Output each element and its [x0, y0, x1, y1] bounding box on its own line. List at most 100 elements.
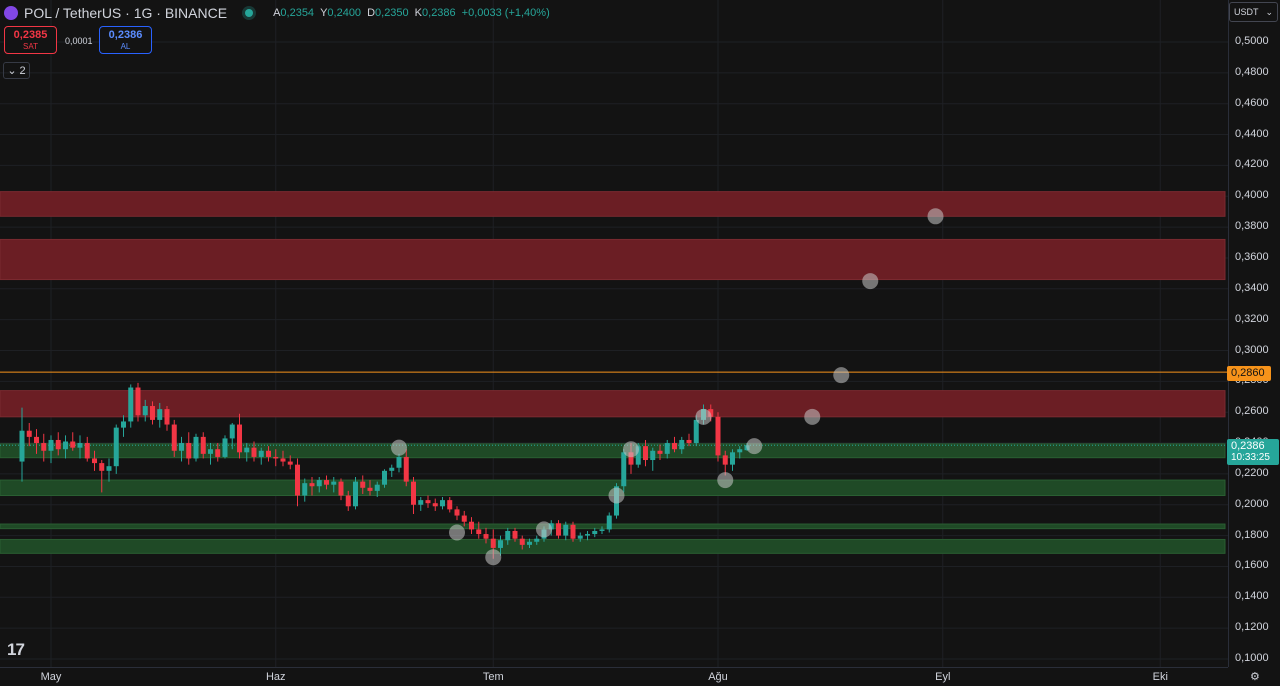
candle-body: [592, 530, 598, 535]
candle-body: [505, 530, 511, 541]
path-marker: [391, 439, 407, 456]
time-tick: Eyl: [935, 671, 951, 683]
price-tick: 0,5000: [1235, 35, 1269, 47]
candle-body: [222, 438, 228, 457]
candle-body: [295, 464, 300, 496]
candle-body: [63, 441, 68, 450]
price-tick: 0,1800: [1235, 528, 1269, 541]
candle-body: [157, 409, 163, 420]
candle-body: [643, 446, 648, 461]
path-marker: [695, 408, 712, 425]
candle-body: [113, 427, 119, 467]
candle-body: [722, 455, 728, 465]
buy-button[interactable]: 0,2386 AL: [99, 26, 152, 54]
ohlc-close: K0,2386: [414, 7, 456, 19]
sell-button[interactable]: 0,2385 SAT: [4, 26, 57, 54]
path-marker: [536, 521, 552, 538]
candle-body: [628, 452, 634, 465]
price-tick: 0,4800: [1235, 65, 1269, 78]
candle-body: [534, 538, 540, 542]
candle-body: [70, 441, 76, 448]
candle-body: [454, 509, 460, 516]
candle-body: [208, 449, 213, 454]
chart-pane[interactable]: [0, 0, 1228, 667]
candle-body: [273, 456, 279, 459]
candle-body: [302, 483, 308, 496]
candle-body: [490, 538, 496, 548]
candle-body: [41, 443, 47, 451]
resistance-zone: [0, 191, 1226, 217]
indicators-count: 2: [19, 64, 26, 77]
candle-body: [367, 487, 373, 491]
chevron-down-icon: ⌄: [7, 65, 17, 77]
candle-body: [331, 481, 337, 485]
candle-body: [730, 452, 735, 465]
resistance-zone: [0, 238, 1226, 281]
candle-body: [179, 443, 184, 451]
candle-body: [570, 524, 576, 539]
candle-body: [396, 456, 402, 468]
time-tick: May: [40, 671, 62, 683]
time-tick: Eki: [1152, 671, 1168, 683]
candle-body: [650, 450, 656, 461]
candle-body: [679, 439, 685, 450]
candle-body: [360, 481, 366, 488]
candle-body: [215, 449, 221, 457]
candle-body: [715, 416, 721, 456]
candle-body: [106, 466, 112, 471]
price-tick: 0,4000: [1235, 189, 1269, 202]
time-tick: Haz: [265, 671, 286, 683]
candle-body: [389, 467, 395, 471]
candle-body: [527, 541, 532, 545]
price-tick: 0,3400: [1235, 281, 1269, 294]
path-marker: [804, 408, 821, 425]
market-status-icon[interactable]: [245, 9, 254, 17]
candle-body: [606, 515, 612, 530]
candle-body: [251, 447, 257, 457]
candle-body: [599, 529, 605, 531]
last-price: 0,2386: [1231, 440, 1265, 452]
candle-body: [621, 452, 627, 487]
candle-body: [672, 443, 677, 450]
price-axis[interactable]: 0,5000 0,4800 0,4600 0,4400 0,4200 0,4000 0,38…: [1228, 0, 1280, 667]
path-marker: [449, 524, 465, 541]
time-axis[interactable]: May Haz Tem Ağu Eyl Eki: [0, 667, 1228, 686]
candle-body: [121, 421, 126, 428]
candle-body: [686, 439, 692, 444]
candle-body: [447, 500, 453, 510]
candle-body: [461, 515, 467, 522]
buy-price: 0,2386: [108, 29, 143, 41]
price-tick: 0,1600: [1235, 559, 1269, 572]
path-marker: [927, 208, 944, 225]
support-zone: [0, 523, 1226, 530]
time-tick: Ağu: [708, 671, 728, 683]
tradingview-logo-icon[interactable]: 17: [7, 640, 25, 659]
candle-body: [585, 534, 590, 536]
indicators-toggle[interactable]: ⌄ 2: [3, 62, 30, 79]
price-tick: 0,4200: [1235, 158, 1269, 171]
candle-body: [418, 500, 424, 505]
candle-body: [309, 483, 315, 487]
polygon-logo-icon: [4, 6, 18, 20]
ohlc-high: Y0,2400: [320, 7, 362, 19]
price-tick: 0,3800: [1235, 220, 1269, 233]
candle-body: [577, 535, 583, 539]
candle-body: [193, 436, 199, 459]
time-tick: Tem: [482, 671, 504, 683]
price-tick: 0,3000: [1235, 343, 1269, 356]
settings-icon[interactable]: ⚙: [1250, 671, 1260, 683]
candle-body: [374, 484, 380, 491]
candle-body: [469, 521, 474, 530]
currency-select[interactable]: USDT ⌄: [1229, 2, 1278, 22]
candle-body: [563, 524, 569, 536]
candle-body: [316, 480, 322, 487]
price-tick: 0,1000: [1235, 652, 1269, 664]
candle-body: [26, 430, 32, 437]
candle-body: [693, 419, 699, 444]
path-marker: [717, 472, 734, 489]
candle-body: [411, 481, 416, 505]
candle-body: [229, 424, 235, 439]
symbol-title[interactable]: POL / TetherUS · 1G · BINANCE: [24, 5, 228, 21]
sell-price: 0,2385: [13, 29, 48, 41]
candlestick-chart[interactable]: [0, 0, 1228, 667]
